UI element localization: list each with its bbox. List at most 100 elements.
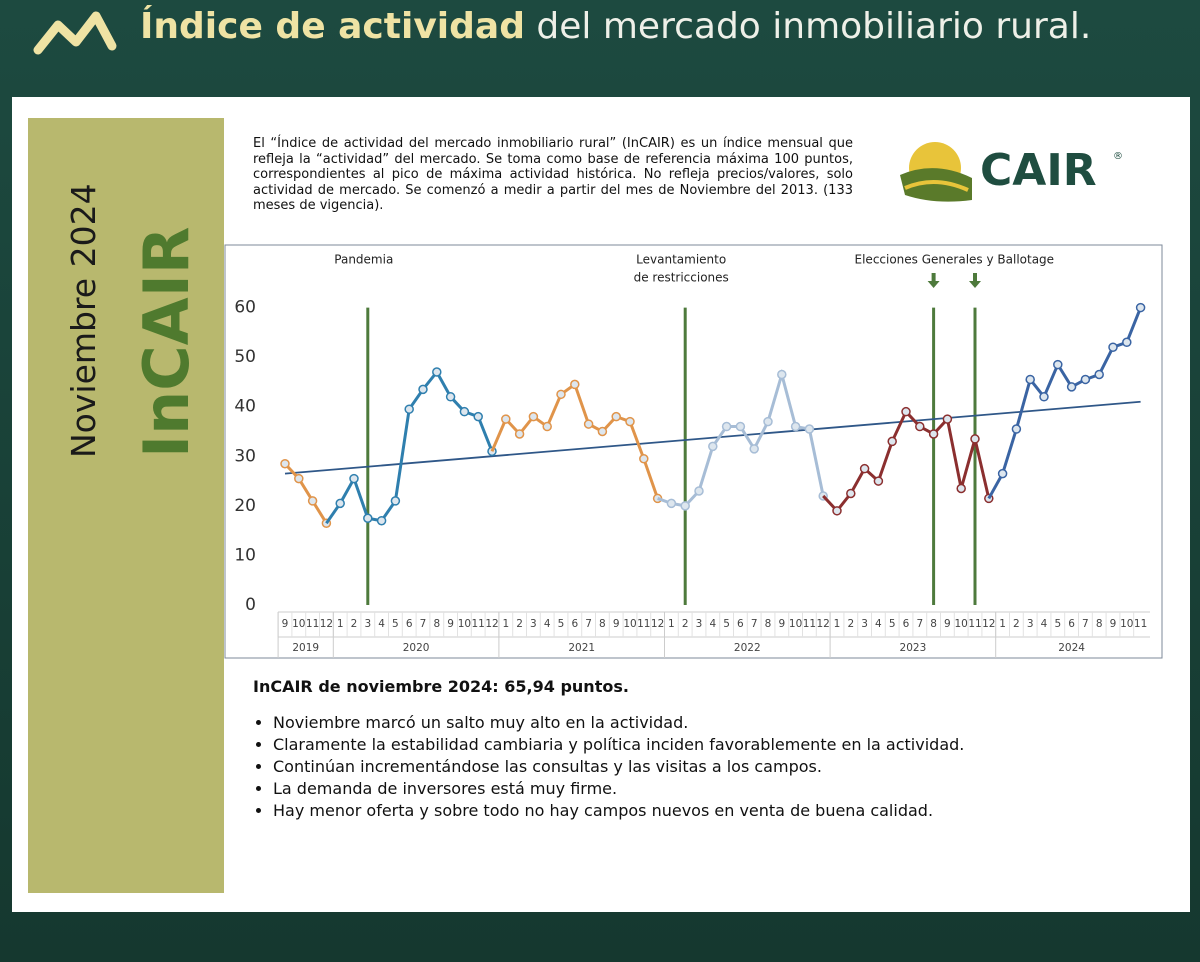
marker — [376, 515, 387, 526]
x-tick-label: 6 — [571, 618, 578, 630]
logo: CAIR ® — [900, 142, 1123, 202]
x-tick-label: 2 — [516, 618, 523, 630]
marker — [721, 421, 732, 432]
x-tick-label: 12 — [651, 618, 664, 630]
x-tick-label: 8 — [599, 618, 606, 630]
x-tick-label: 4 — [544, 618, 551, 630]
x-tick-label: 4 — [875, 618, 882, 630]
marker — [432, 367, 442, 377]
marker — [597, 426, 608, 437]
bullet: Continúan incrementándose las consultas … — [273, 756, 964, 778]
x-tick-label: 3 — [1027, 618, 1034, 630]
x-tick-label: 7 — [916, 618, 923, 630]
marker — [583, 419, 594, 429]
marker — [763, 416, 773, 427]
marker — [1011, 424, 1022, 434]
x-tick-label: 7 — [1082, 618, 1089, 630]
x-tick-label: 7 — [585, 618, 592, 630]
side-panel: Noviembre 2024 InCAIR — [28, 118, 224, 893]
x-tick-label: 4 — [1041, 618, 1048, 630]
bullet: Claramente la estabilidad cambiaria y po… — [273, 734, 964, 756]
x-tick-label: 1 — [337, 618, 344, 630]
x-tick-label: 4 — [709, 618, 716, 630]
marker — [942, 414, 953, 424]
annotation-arrow — [969, 273, 981, 288]
x-tick-label: 1 — [502, 618, 509, 630]
x-tick-label: 1 — [834, 618, 841, 630]
marker — [307, 496, 318, 506]
x-tick-label: 4 — [378, 618, 385, 630]
marker — [390, 496, 401, 506]
series-line — [338, 369, 494, 523]
header-title: Índice de actividad del mercado inmobili… — [140, 6, 1091, 47]
marker — [735, 421, 746, 432]
year-label: 2022 — [734, 642, 761, 654]
y-tick-label: 0 — [245, 595, 256, 615]
bullet: Noviembre marcó un salto muy alto en la … — [273, 712, 964, 734]
x-tick-label: 6 — [406, 618, 413, 630]
bullet: Hay menor oferta y sobre todo no hay cam… — [273, 800, 964, 822]
x-tick-label: 9 — [613, 618, 620, 630]
x-tick-label: 6 — [1068, 618, 1075, 630]
x-tick-label: 12 — [320, 618, 333, 630]
x-tick-label: 5 — [392, 618, 399, 630]
series-line — [283, 462, 328, 524]
y-tick-label: 60 — [234, 298, 256, 318]
marker — [1039, 392, 1049, 402]
title-rest: del mercado inmobiliario rural. — [536, 6, 1092, 47]
x-tick-label: 5 — [558, 618, 565, 630]
marker — [915, 421, 925, 432]
x-tick-label: 9 — [282, 618, 289, 630]
marker — [556, 389, 566, 400]
summary: InCAIR de noviembre 2024: 65,94 puntos. N… — [253, 677, 964, 822]
marker — [1080, 374, 1091, 385]
x-tick-label: 10 — [292, 618, 305, 630]
annotation-text: Levantamiento — [636, 253, 726, 267]
x-tick-label: 9 — [447, 618, 454, 630]
x-tick-label: 7 — [751, 618, 758, 630]
description: El “Índice de actividad del mercado inmo… — [253, 136, 853, 213]
x-tick-label: 6 — [903, 618, 910, 630]
x-tick-label: 11 — [306, 618, 319, 630]
marker — [625, 416, 635, 427]
marker — [859, 463, 870, 474]
x-tick-label: 8 — [930, 618, 937, 630]
x-tick-label: 2 — [351, 618, 358, 630]
chart-frame — [224, 244, 1163, 659]
x-tick-label: 11 — [803, 618, 816, 630]
marker — [1066, 382, 1077, 392]
marker — [694, 486, 704, 496]
marker — [639, 454, 649, 464]
x-tick-label: 3 — [696, 618, 703, 630]
annotation-arrow — [927, 273, 940, 288]
marker — [887, 436, 897, 447]
x-tick-label: 5 — [723, 618, 730, 630]
annotation-text: Pandemia — [334, 253, 393, 267]
header-icon — [33, 11, 117, 55]
year-label: 2021 — [568, 642, 595, 654]
marker — [956, 483, 966, 494]
marker — [1135, 302, 1146, 313]
marker — [901, 406, 911, 417]
marker — [708, 441, 718, 452]
marker — [459, 406, 470, 417]
x-tick-label: 6 — [737, 618, 744, 630]
x-tick-label: 5 — [1054, 618, 1061, 630]
title-bold: Índice de actividad — [140, 6, 525, 47]
x-tick-label: 9 — [944, 618, 951, 630]
x-tick-label: 10 — [955, 618, 968, 630]
x-tick-label: 11 — [472, 618, 485, 630]
marker — [928, 429, 939, 439]
marker — [280, 458, 290, 469]
bullets: Noviembre marcó un salto muy alto en la … — [253, 712, 964, 822]
x-tick-label: 3 — [861, 618, 868, 630]
marker — [790, 421, 801, 432]
trend-line — [284, 400, 1141, 475]
x-tick-label: 1 — [999, 618, 1006, 630]
marker — [997, 468, 1008, 479]
marker — [501, 414, 511, 424]
x-tick-label: 10 — [1120, 618, 1133, 630]
marker — [473, 411, 483, 422]
x-tick-label: 2 — [1013, 618, 1020, 630]
